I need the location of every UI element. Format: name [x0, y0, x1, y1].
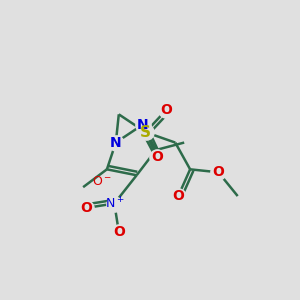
Text: O: O	[172, 189, 184, 203]
Text: O: O	[113, 225, 125, 239]
Text: S: S	[140, 125, 151, 140]
Text: $\mathsf{N}^+$: $\mathsf{N}^+$	[105, 196, 124, 211]
Text: O: O	[152, 150, 164, 164]
Text: N: N	[137, 118, 148, 132]
Text: O: O	[212, 165, 224, 179]
Text: O: O	[80, 201, 92, 215]
Text: N: N	[110, 136, 122, 150]
Text: $\mathsf{O}^-$: $\mathsf{O}^-$	[92, 175, 112, 188]
Text: O: O	[160, 103, 172, 117]
